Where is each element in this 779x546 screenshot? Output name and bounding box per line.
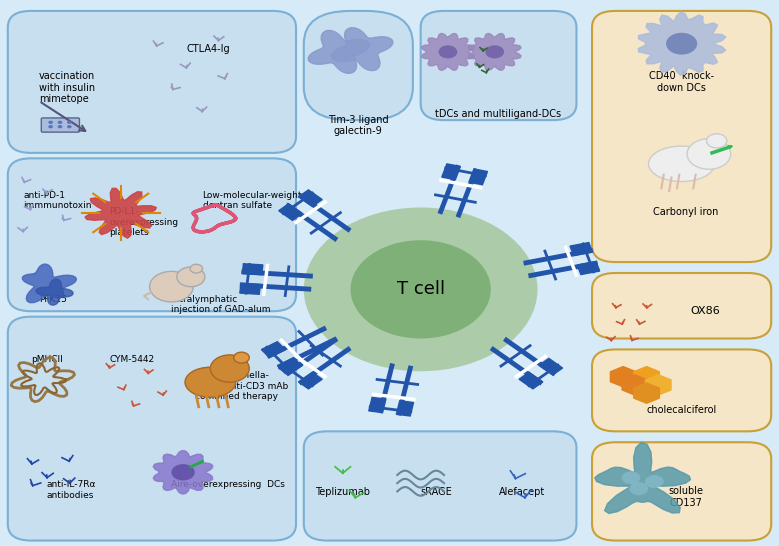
Text: Alefacept: Alefacept <box>499 487 545 497</box>
Polygon shape <box>610 366 636 388</box>
Circle shape <box>150 271 193 302</box>
Polygon shape <box>332 28 393 70</box>
Polygon shape <box>153 450 213 494</box>
Text: Teplizumab: Teplizumab <box>315 487 370 497</box>
Bar <box>298 190 323 206</box>
Text: PD-L1-
overexpressing
platelets: PD-L1- overexpressing platelets <box>109 207 178 238</box>
Polygon shape <box>468 33 521 70</box>
Text: CTLA4-Ig: CTLA4-Ig <box>187 44 231 54</box>
Bar <box>442 164 460 180</box>
Polygon shape <box>421 33 474 70</box>
Bar <box>570 242 593 256</box>
Polygon shape <box>36 279 73 305</box>
Bar <box>368 397 386 413</box>
Circle shape <box>177 267 205 287</box>
FancyBboxPatch shape <box>592 442 771 541</box>
Circle shape <box>58 121 62 124</box>
Bar <box>539 358 562 375</box>
Text: T cell: T cell <box>397 281 445 298</box>
Text: pMHCII: pMHCII <box>31 355 63 364</box>
Polygon shape <box>633 382 660 404</box>
Circle shape <box>190 264 203 273</box>
Bar <box>469 169 488 185</box>
Bar <box>277 358 301 373</box>
Text: anti-PD-1
immmunotoxin: anti-PD-1 immmunotoxin <box>23 191 92 211</box>
Polygon shape <box>639 12 726 75</box>
Text: Tim-3 ligand
galectin-9: Tim-3 ligand galectin-9 <box>328 115 389 136</box>
Text: Intralymphatic
injection of GAD-alum: Intralymphatic injection of GAD-alum <box>171 295 271 314</box>
Circle shape <box>622 471 640 484</box>
Circle shape <box>304 207 538 371</box>
Circle shape <box>439 45 457 58</box>
Circle shape <box>33 372 53 387</box>
Circle shape <box>171 464 195 480</box>
FancyBboxPatch shape <box>8 158 296 311</box>
Text: OX86: OX86 <box>690 306 720 316</box>
FancyBboxPatch shape <box>304 431 576 541</box>
Polygon shape <box>645 374 671 396</box>
Circle shape <box>485 45 504 58</box>
Circle shape <box>210 355 249 382</box>
FancyBboxPatch shape <box>8 11 296 153</box>
Text: oral Salmonella-
based anti-CD3 mAb
combined therapy: oral Salmonella- based anti-CD3 mAb comb… <box>195 371 288 401</box>
FancyBboxPatch shape <box>41 118 79 132</box>
Circle shape <box>351 240 491 339</box>
FancyBboxPatch shape <box>592 273 771 339</box>
FancyBboxPatch shape <box>592 349 771 431</box>
Text: CD40  knock-
down DCs: CD40 knock- down DCs <box>649 71 714 93</box>
Circle shape <box>629 482 648 495</box>
Ellipse shape <box>648 146 714 182</box>
Bar <box>279 204 302 221</box>
Circle shape <box>707 134 727 148</box>
Polygon shape <box>633 366 660 388</box>
Circle shape <box>645 475 664 488</box>
Text: sRAGE: sRAGE <box>421 487 452 497</box>
Bar <box>279 358 302 375</box>
Polygon shape <box>23 264 76 302</box>
Circle shape <box>234 352 249 363</box>
Bar <box>262 342 285 358</box>
Text: tDCs and multiligand-DCs: tDCs and multiligand-DCs <box>435 109 562 119</box>
Polygon shape <box>622 374 648 396</box>
Bar <box>519 372 543 389</box>
Circle shape <box>67 121 72 124</box>
Circle shape <box>48 125 53 128</box>
Text: vaccination
with insulin
mimetope: vaccination with insulin mimetope <box>39 71 95 104</box>
Circle shape <box>58 125 62 128</box>
FancyBboxPatch shape <box>592 11 771 262</box>
FancyBboxPatch shape <box>8 317 296 541</box>
FancyBboxPatch shape <box>304 11 413 120</box>
Ellipse shape <box>185 367 235 397</box>
Text: Low-molecular-weight
dextran sulfate: Low-molecular-weight dextran sulfate <box>203 191 302 211</box>
Polygon shape <box>85 188 157 238</box>
Polygon shape <box>595 442 690 513</box>
Bar <box>577 262 600 275</box>
Circle shape <box>687 139 731 169</box>
Circle shape <box>48 121 53 124</box>
Text: cholecalciferol: cholecalciferol <box>647 405 717 415</box>
Bar <box>397 401 414 416</box>
Circle shape <box>67 125 72 128</box>
Polygon shape <box>308 31 369 73</box>
Text: Aire-overexpressing  DCs: Aire-overexpressing DCs <box>171 480 285 489</box>
Text: anti-IL-7Rα
antibodies: anti-IL-7Rα antibodies <box>47 480 97 500</box>
Bar <box>298 372 323 389</box>
Circle shape <box>666 33 697 55</box>
Text: soluble
CD137: soluble CD137 <box>668 486 703 508</box>
Bar <box>240 283 260 294</box>
Text: CYM-5442: CYM-5442 <box>109 355 154 364</box>
Bar <box>242 264 263 275</box>
FancyBboxPatch shape <box>421 11 576 120</box>
Text: Carbonyl iron: Carbonyl iron <box>653 207 718 217</box>
Text: PFK15: PFK15 <box>39 295 67 304</box>
